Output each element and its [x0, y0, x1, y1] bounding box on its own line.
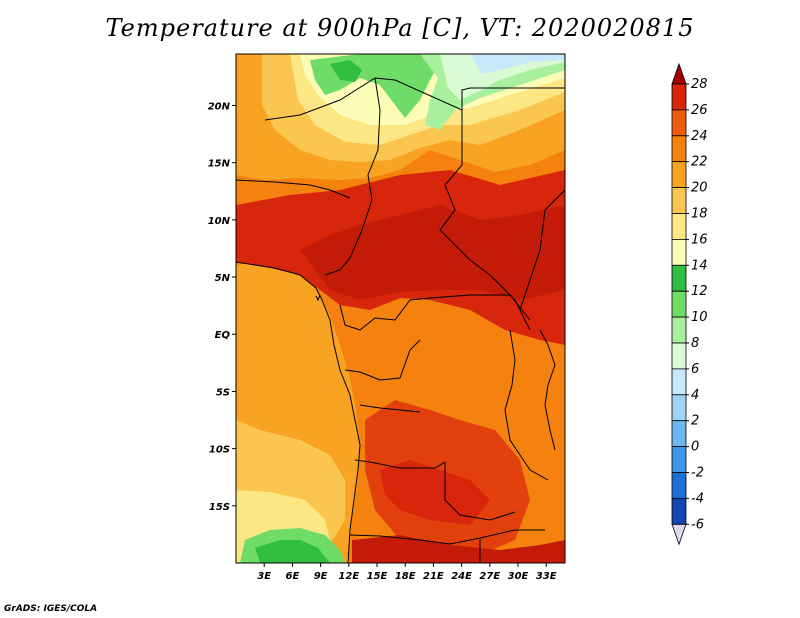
colorbar-swatch — [671, 290, 687, 318]
lat-tick-label: 5N — [215, 273, 231, 284]
lon-tick-label: 3E — [257, 571, 271, 582]
colorbar-swatch — [671, 446, 687, 473]
lat-axis: 20N 15N 10N 5N EQ 5S 10S 15S — [208, 101, 236, 513]
border-great-lakes — [504, 329, 549, 481]
lat-tick-label: 5S — [216, 387, 230, 398]
border-lake-victoria — [539, 329, 556, 451]
colorbar-swatch — [671, 316, 687, 344]
south-cool-green-dark — [255, 540, 330, 563]
colorbar-level-label: -4 — [691, 491, 704, 506]
lon-axis: 3E 6E 9E 12E 15E 18E 21E 24E 27E 30E 33E — [257, 563, 557, 582]
border-north — [264, 77, 565, 121]
border-angola-north — [359, 404, 421, 413]
lon-tick-label: 12E — [338, 571, 359, 582]
lat-tick-label: 15N — [208, 159, 231, 170]
lat-tick-label: 10N — [208, 216, 231, 227]
colorbar-swatch — [671, 83, 687, 111]
colorbar-level-label: 26 — [691, 103, 708, 118]
colorbar-level-label: 22 — [691, 155, 708, 170]
island-bioko — [315, 294, 321, 302]
colorbar-level-label: 6 — [691, 362, 699, 377]
colorbar-swatch — [671, 238, 687, 266]
colorbar-swatch — [671, 342, 687, 370]
colorbar-level-label: 0 — [691, 440, 699, 455]
lon-tick-label: 30E — [508, 571, 529, 582]
colorbar-swatch — [671, 497, 687, 525]
lat-tick-label: 20N — [208, 101, 231, 112]
border-sudan — [439, 110, 531, 331]
border-angola-zambia — [354, 459, 446, 469]
colorbar-swatch — [671, 135, 687, 163]
border-congo-north — [339, 294, 531, 331]
colorbar-level-label: -2 — [691, 466, 704, 481]
border-east — [519, 189, 565, 311]
borders — [236, 77, 565, 563]
colorbar-swatch — [671, 420, 687, 448]
central-hottest-core — [300, 205, 565, 300]
colorbar-max-arrow — [671, 62, 687, 85]
lon-tick-label: 24E — [451, 571, 472, 582]
colorbar-level-label: 20 — [691, 181, 708, 196]
colorbar-swatch — [671, 368, 687, 396]
border-zambia — [444, 462, 516, 521]
colorbar-level-label: -6 — [691, 517, 704, 532]
colorbar-level-label: 24 — [691, 129, 708, 144]
south-central-hotter — [380, 460, 490, 525]
north-dark-green-patch — [330, 60, 362, 82]
lon-tick-label: 15E — [367, 571, 388, 582]
border-niger-chad — [324, 77, 381, 276]
colorbar-swatch — [671, 394, 687, 422]
colorbar-level-label: 28 — [691, 77, 708, 92]
colorbar-swatch — [671, 187, 687, 214]
lon-tick-label: 6E — [286, 571, 300, 582]
colorbar-level-label: 16 — [691, 232, 708, 247]
south-edge-hot — [352, 535, 565, 563]
colorbar-level-label: 8 — [691, 336, 699, 351]
lon-tick-label: 9E — [314, 571, 328, 582]
coastline-west — [236, 261, 361, 563]
colorbar-level-label: 12 — [691, 284, 708, 299]
north-cold-patch — [470, 54, 565, 74]
border-congo-west — [344, 339, 421, 381]
map-title: Temperature at 900hPa [C], VT: 202002081… — [105, 14, 695, 42]
colorbar-swatch — [671, 264, 687, 292]
colorbar-swatch — [671, 472, 687, 499]
plot-frame — [235, 53, 566, 564]
footer-credit: GrADS: IGES/COLA — [4, 604, 98, 614]
colorbar-swatch — [671, 161, 687, 188]
lon-tick-label: 21E — [423, 571, 444, 582]
border-namibia-botswana — [349, 529, 545, 545]
colorbar-level-label: 2 — [691, 414, 699, 429]
colorbar-level-label: 4 — [691, 388, 699, 403]
lat-tick-label: 15S — [209, 502, 230, 513]
colorbar-level-label: 18 — [691, 207, 708, 222]
lat-tick-label: EQ — [215, 330, 231, 341]
colorbar-swatch — [671, 213, 687, 240]
colorbar-level-label: 14 — [691, 258, 708, 273]
lon-tick-label: 27E — [479, 571, 500, 582]
lon-tick-label: 18E — [395, 571, 416, 582]
lat-tick-label: 10S — [209, 445, 230, 456]
colorbar-swatch — [671, 109, 687, 137]
border-sahel — [236, 179, 351, 199]
temperature-field — [236, 54, 565, 563]
lon-tick-label: 33E — [536, 571, 557, 582]
colorbar-level-label: 10 — [691, 310, 708, 325]
colorbar-min-arrow — [671, 523, 687, 546]
